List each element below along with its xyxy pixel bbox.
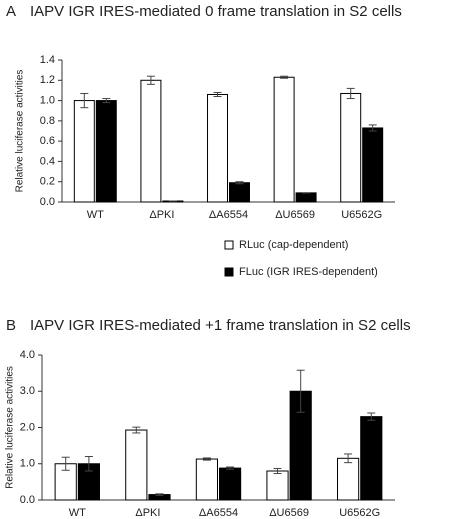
error-bar	[273, 467, 282, 475]
error-bar	[368, 124, 377, 132]
error-bar	[213, 91, 222, 98]
error-bar	[61, 456, 70, 471]
legend-label: RLuc (cap-dependent)	[239, 239, 348, 251]
error-bar	[146, 75, 155, 85]
bar	[266, 470, 289, 501]
y-tick-label: 1.0	[40, 94, 55, 106]
error-bar	[280, 75, 289, 79]
bar	[219, 467, 242, 501]
error-bar	[346, 87, 355, 100]
y-tick-label: 3.0	[20, 385, 35, 397]
bar	[273, 76, 295, 203]
y-tick-label: 1.4	[40, 54, 55, 66]
x-tick-label: U6562G	[339, 507, 380, 519]
error-bar	[296, 369, 305, 413]
y-tick-label: 0.6	[40, 135, 55, 147]
error-bar	[84, 456, 93, 472]
error-bar	[155, 493, 164, 496]
error-bar	[226, 466, 235, 470]
bar	[337, 457, 360, 501]
bar	[140, 79, 162, 203]
panel-label: B	[6, 317, 16, 334]
legend-swatch	[224, 240, 234, 250]
x-tick-label: ΔA6554	[199, 507, 238, 519]
error-bar	[235, 181, 244, 185]
x-tick-label: ΔU6569	[269, 507, 309, 519]
x-tick-label: ΔPKI	[149, 209, 174, 221]
x-tick-label: ΔU6569	[275, 209, 315, 221]
y-tick-label: 0.4	[40, 155, 55, 167]
x-tick-label: U6562G	[341, 209, 382, 221]
bar	[95, 100, 117, 203]
error-bar	[344, 453, 353, 464]
y-tick-label: 2.0	[20, 421, 35, 433]
bar	[360, 416, 383, 501]
bar	[125, 429, 148, 501]
legend-swatch	[224, 267, 234, 277]
chart-title: IAPV IGR IRES-mediated 0 frame translati…	[30, 3, 402, 20]
panel-label: A	[6, 3, 16, 20]
bar	[73, 100, 95, 203]
y-tick-label: 0.0	[20, 494, 35, 506]
y-tick-label: 1.2	[40, 74, 55, 86]
y-axis-label: Relative luciferase activities	[5, 366, 16, 489]
chart-title: IAPV IGR IRES-mediated +1 frame translat…	[30, 317, 411, 334]
bar	[295, 192, 317, 203]
error-bar	[367, 412, 376, 421]
y-tick-label: 0.8	[40, 115, 55, 127]
error-bar	[132, 426, 141, 434]
x-tick-label: ΔA6554	[209, 209, 248, 221]
y-tick-label: 0.0	[40, 196, 55, 208]
y-tick-label: 0.2	[40, 176, 55, 188]
bar	[207, 93, 229, 203]
bar	[195, 458, 219, 501]
y-tick-label: 4.0	[20, 349, 35, 361]
error-bar	[202, 457, 211, 461]
error-bar	[102, 98, 111, 104]
x-tick-label: ΔPKI	[135, 507, 160, 519]
bar	[229, 182, 250, 203]
x-tick-label: WT	[87, 209, 104, 221]
y-tick-label: 1.0	[20, 458, 35, 470]
y-axis-label: Relative luciferase activities	[15, 70, 26, 193]
bar	[340, 92, 362, 203]
bar	[362, 127, 384, 203]
x-tick-label: WT	[69, 507, 86, 519]
legend-label: FLuc (IGR IRES-dependent)	[239, 266, 378, 278]
error-bar	[80, 92, 89, 109]
